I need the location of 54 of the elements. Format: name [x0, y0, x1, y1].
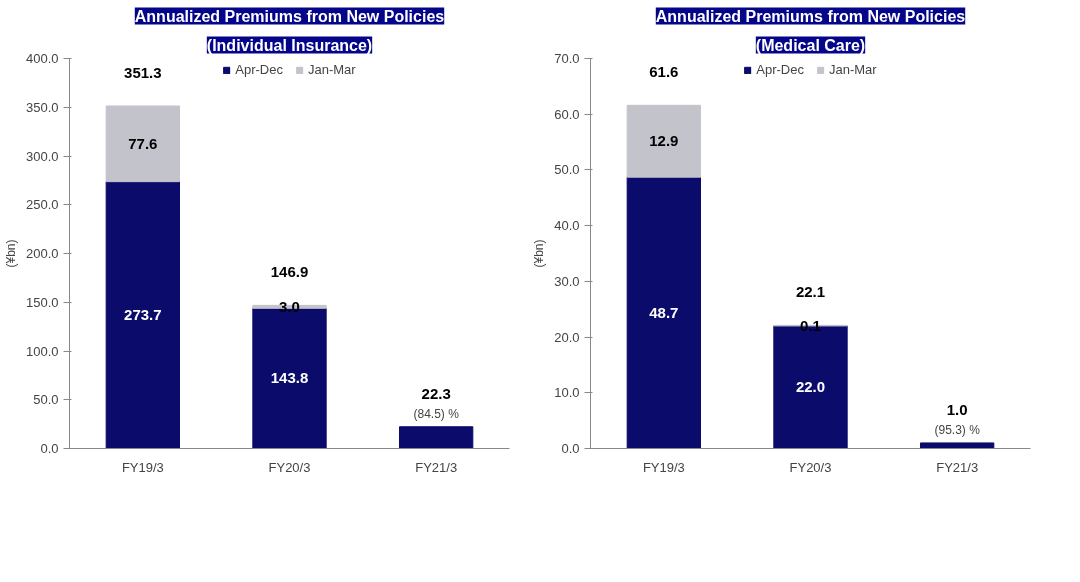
y-tick-label: 60.0 — [554, 106, 580, 122]
data-label: 12.9 — [649, 132, 679, 150]
legend-label: Apr-Dec — [756, 62, 804, 77]
x-tick-label: FY21/3 — [936, 459, 979, 475]
y-tick-label: 0.0 — [40, 441, 59, 456]
y-tick-label: 50.0 — [554, 162, 580, 178]
legend-label: Jan-Mar — [829, 62, 877, 77]
y-tick-label: 50.0 — [33, 392, 59, 408]
y-tick-label: 250.0 — [25, 197, 59, 213]
y-tick-label: 20.0 — [554, 329, 580, 345]
total-label: 146.9 — [270, 263, 309, 281]
bar — [105, 181, 180, 449]
total-label: 22.1 — [795, 283, 826, 301]
chart-subtitle: (Medical Care) — [755, 36, 866, 54]
total-label: 1.0 — [946, 400, 968, 418]
total-label: 22.3 — [421, 384, 451, 402]
x-tick-label: FY20/3 — [268, 459, 311, 475]
total-label: 61.6 — [649, 63, 679, 81]
legend-label: Apr-Dec — [235, 62, 283, 77]
bar — [626, 176, 701, 449]
data-label: 48.7 — [649, 303, 679, 321]
bar — [105, 105, 180, 183]
x-tick-label: FY21/3 — [415, 459, 458, 475]
data-label: 0.1 — [800, 316, 821, 334]
y-axis-title: (¥bn) — [3, 239, 18, 268]
y-tick-label: 40.0 — [554, 218, 580, 234]
bar — [920, 442, 995, 449]
y-tick-label: 400.0 — [25, 51, 59, 66]
y-tick-label: 0.0 — [561, 441, 580, 456]
bar — [626, 104, 701, 178]
chart-title: Annualized Premiums from New Policies — [655, 7, 966, 25]
y-tick-label: 70.0 — [554, 51, 580, 66]
x-tick-label: FY19/3 — [121, 459, 164, 475]
y-tick-label: 300.0 — [25, 148, 59, 164]
data-label: 143.8 — [270, 369, 309, 387]
chart-title: Annualized Premiums from New Policies — [134, 7, 445, 25]
x-tick-label: FY20/3 — [789, 459, 832, 475]
data-label: 22.0 — [795, 378, 826, 396]
y-axis-title: (¥bn) — [532, 239, 547, 268]
y-tick-label: 30.0 — [554, 273, 580, 289]
y-tick-label: 10.0 — [554, 385, 580, 401]
data-label: 77.6 — [128, 134, 158, 152]
y-tick-label: 150.0 — [25, 294, 59, 310]
annotation: (95.3) % — [934, 422, 981, 437]
legend-label: Jan-Mar — [308, 62, 356, 77]
data-label: 273.7 — [124, 306, 162, 324]
y-tick-label: 350.0 — [25, 99, 59, 115]
annotation: (84.5) % — [413, 406, 460, 421]
total-label: 351.3 — [124, 63, 162, 81]
x-tick-label: FY19/3 — [642, 459, 685, 475]
chart-subtitle: (Individual Insurance) — [206, 36, 373, 54]
y-tick-label: 200.0 — [25, 246, 59, 261]
bar — [399, 426, 474, 449]
y-tick-label: 100.0 — [25, 343, 59, 359]
